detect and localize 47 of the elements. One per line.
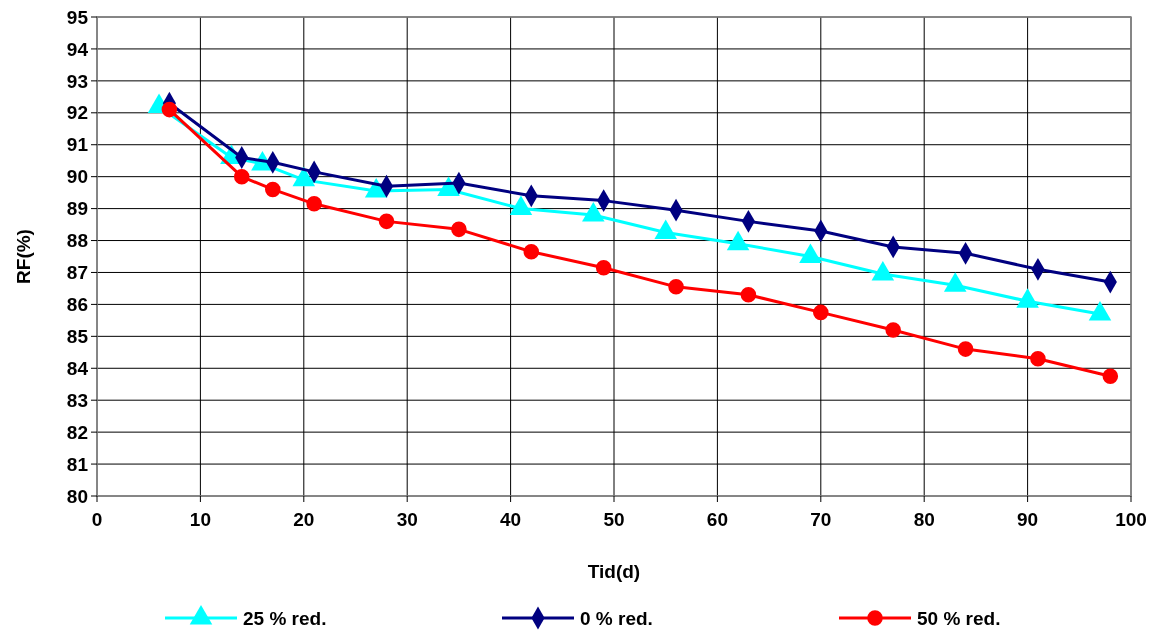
point <box>161 101 178 118</box>
x-tick-label: 60 <box>706 509 728 530</box>
y-tick-label: 87 <box>66 262 88 284</box>
y-tick-label: 80 <box>66 485 88 507</box>
y-tick-label: 88 <box>66 230 88 252</box>
point <box>885 322 901 338</box>
point <box>668 279 684 295</box>
y-tick-label: 81 <box>66 453 89 475</box>
y-tick-label: 89 <box>66 198 88 220</box>
y-tick-label: 91 <box>66 134 89 156</box>
y-tick-label: 90 <box>66 166 88 188</box>
point <box>957 341 974 357</box>
y-axis-title: RF(%) <box>13 229 34 284</box>
point <box>523 243 540 260</box>
legend-label: 25 % red. <box>243 607 327 629</box>
point <box>265 181 281 198</box>
x-tick-label: 70 <box>810 509 832 530</box>
y-tick-label: 93 <box>66 70 88 92</box>
x-tick-label: 90 <box>1017 509 1039 530</box>
y-tick-label: 95 <box>66 6 89 28</box>
y-tick-label: 83 <box>66 389 88 411</box>
y-tick-label: 92 <box>66 102 88 124</box>
point <box>740 287 757 303</box>
point <box>306 196 322 212</box>
point <box>378 213 395 230</box>
y-tick-label: 85 <box>66 325 89 347</box>
point <box>1030 350 1046 367</box>
legend-label: 0 % red. <box>580 607 653 629</box>
x-tick-label: 30 <box>396 509 418 530</box>
legend-label: 50 % red. <box>917 607 1001 629</box>
y-tick-label: 86 <box>66 294 88 316</box>
point <box>1102 368 1119 385</box>
x-tick-label: 20 <box>293 509 315 530</box>
point <box>813 304 829 321</box>
x-tick-label: 10 <box>189 509 211 530</box>
x-tick-label: 50 <box>603 509 625 530</box>
point <box>595 259 612 276</box>
x-axis-title: Tid(d) <box>587 561 641 582</box>
x-tick-label: 0 <box>91 509 103 530</box>
x-tick-label: 40 <box>500 509 522 530</box>
x-tick-label: 80 <box>913 509 935 530</box>
y-tick-label: 82 <box>66 421 88 443</box>
y-tick-label: 84 <box>66 357 89 379</box>
y-tick-label: 94 <box>66 38 89 60</box>
point <box>233 168 250 185</box>
point <box>451 221 467 238</box>
x-tick-label: 100 <box>1115 509 1147 530</box>
